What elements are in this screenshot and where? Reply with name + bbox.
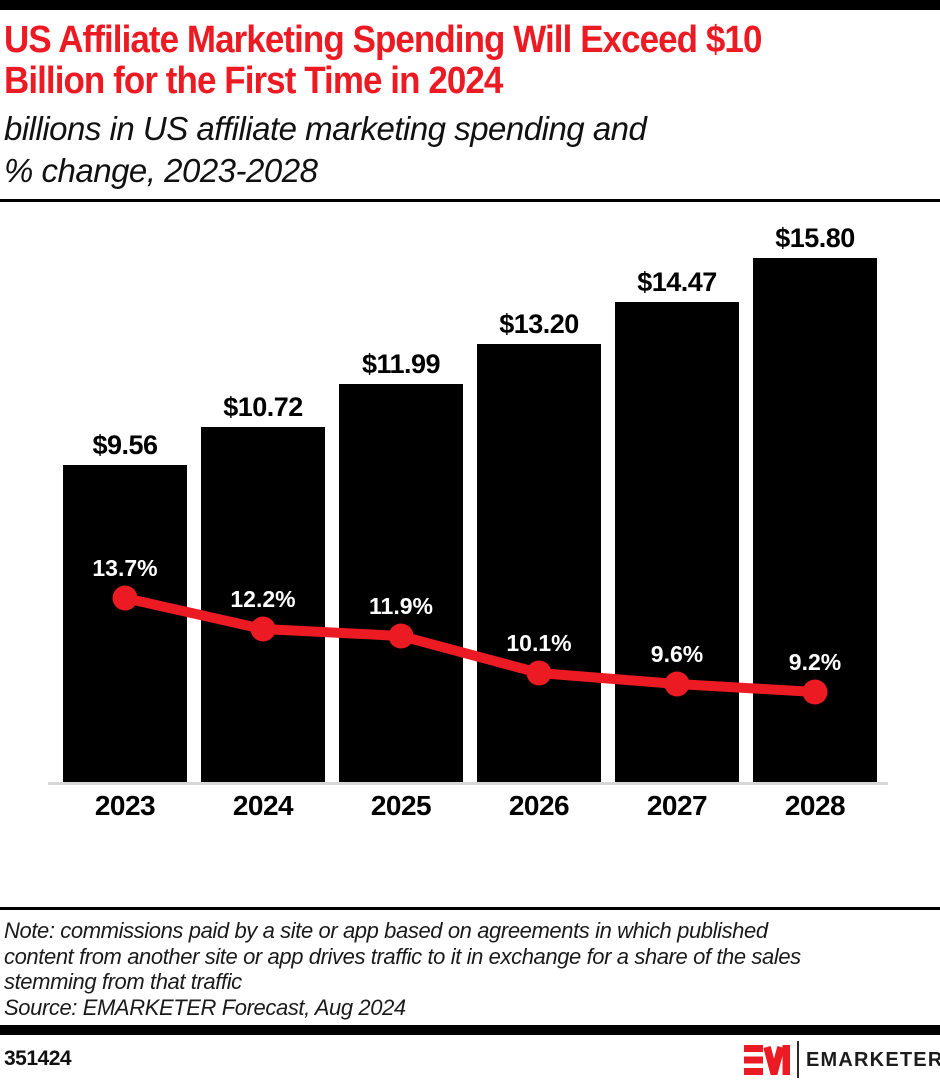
bar-2023 [63,465,187,782]
note-line: content from another site or app drives … [4,943,801,969]
bar-2026 [477,344,601,782]
bar-value-label-2025: $11.99 [361,349,441,379]
bar-value-label-2027: $14.47 [637,267,717,297]
logo-divider-line [797,1041,799,1078]
chart-id: 351424 [4,1047,72,1070]
header-divider [0,199,940,202]
bar-value-label-2028: $15.80 [775,223,855,253]
x-axis-label-2028: 2028 [784,790,846,821]
bar-2027 [615,302,739,782]
footer-black-bar [0,1025,940,1035]
chart-title: US Affiliate Marketing Spending Will Exc… [4,20,906,102]
bar-value-label-2024: $10.72 [223,392,303,422]
em-logo-icon [744,1045,790,1075]
chart-subtitle: billions in US affiliate marketing spend… [4,108,940,192]
pct-change-label-2025: 11.9% [369,593,433,619]
chart-title-line2: Billion for the First Time in 2024 [4,60,503,102]
pct-change-label-2023: 13.7% [92,555,158,581]
legend: Affiliate marketing spending % change [0,860,940,900]
x-axis-label-2023: 2023 [94,790,156,821]
footnote-divider [0,907,940,910]
top-black-bar [0,0,940,10]
note-line: Note: commissions paid by a site or app … [4,918,768,943]
bar-value-label-2026: $13.20 [499,309,579,339]
bar-2025 [339,384,463,782]
pct-change-label-2027: 9.6% [650,641,704,667]
footnote: Note: commissions paid by a site or app … [4,918,936,1020]
x-axis-label-2025: 2025 [370,790,432,821]
source-line: Source: EMARKETER Forecast, Aug 2024 [4,994,406,1020]
chart-title-line1: US Affiliate Marketing Spending Will Exc… [4,19,762,61]
chart-subtitle-line2: % change, 2023-2028 [4,152,318,189]
note-line: stemming from that traffic [4,969,242,994]
emarketer-logo: EMARKETER [744,1040,940,1080]
x-axis-label-2024: 2024 [232,790,294,821]
x-axis-label-2027: 2027 [646,790,708,821]
emarketer-wordmark: EMARKETER [806,1049,940,1071]
x-axis-line [48,782,888,785]
bar-value-label-2023: $9.56 [92,430,158,460]
x-axis-label-2026: 2026 [508,790,570,821]
bar-2028 [753,258,877,782]
pct-change-label-2024: 12.2% [230,586,296,612]
chart-subtitle-line1: billions in US affiliate marketing spend… [4,110,647,147]
pct-change-label-2028: 9.2% [788,649,842,675]
pct-change-label-2026: 10.1% [506,630,572,656]
